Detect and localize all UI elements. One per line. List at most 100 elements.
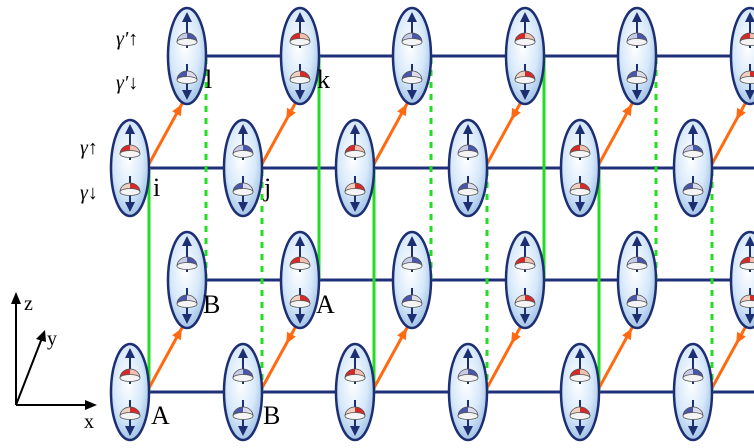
axis-z-label: z	[24, 293, 33, 315]
bond-arrowhead	[511, 331, 521, 344]
dome-outline	[739, 70, 754, 81]
majorana-spin-ellipse-icon	[672, 118, 714, 218]
dome-base	[682, 150, 704, 158]
dome-base	[176, 262, 198, 270]
down-arrow-head	[688, 426, 698, 436]
dome-outline	[682, 182, 704, 193]
dome-outline	[626, 256, 648, 267]
gamma-down-prime-label: γ′↓	[116, 72, 138, 94]
dome-base	[626, 262, 648, 270]
down-arrow-head	[350, 202, 360, 212]
dome-base	[457, 150, 479, 158]
blue-dome-icon	[682, 144, 704, 158]
down-arrow-head	[463, 202, 473, 212]
down-arrow-head	[125, 202, 135, 212]
bond-arrowhead	[172, 104, 182, 117]
down-arrow-head	[745, 314, 754, 324]
up-arrow-head	[182, 12, 192, 22]
dome-base	[289, 38, 311, 46]
bond-arrowhead	[172, 328, 182, 341]
dome-base	[401, 300, 423, 308]
majorana-spin-ellipse-icon	[616, 6, 658, 106]
down-arrow-head	[520, 90, 530, 100]
label-layer: γ′↑ γ′↓ γ↑ γ↓ l k i j B A A B z y x	[11, 28, 335, 433]
bond-arrowhead	[622, 328, 632, 341]
majorana-spin-ellipse-icon	[334, 342, 376, 442]
down-arrow-head	[463, 426, 473, 436]
red-dome-icon	[289, 294, 311, 308]
up-arrow-head	[295, 236, 305, 246]
red-dome-icon	[289, 32, 311, 46]
red-dome-icon	[119, 406, 141, 420]
dome-base	[739, 300, 754, 308]
blue-dome-icon	[626, 256, 648, 270]
dome-outline	[682, 368, 704, 379]
dome-outline	[739, 294, 754, 305]
blue-dome-icon	[626, 294, 648, 308]
red-dome-icon	[739, 70, 754, 84]
red-dome-icon	[289, 70, 311, 84]
gamma-up-prime-label: γ′↑	[116, 28, 138, 50]
dome-outline	[232, 182, 254, 193]
up-arrow-head	[463, 348, 473, 358]
blue-dome-icon	[176, 32, 198, 46]
site-l-label: l	[205, 65, 212, 94]
down-arrow-head	[745, 90, 754, 100]
dome-base	[626, 76, 648, 84]
dome-base	[401, 38, 423, 46]
dome-outline	[289, 256, 311, 267]
red-dome-icon	[119, 368, 141, 382]
dome-outline	[232, 406, 254, 417]
majorana-spin-ellipse-icon	[447, 342, 489, 442]
dome-outline	[176, 70, 198, 81]
dome-outline	[569, 406, 591, 417]
dome-outline	[232, 368, 254, 379]
dome-outline	[682, 144, 704, 155]
up-arrow-head	[407, 236, 417, 246]
down-arrow-head	[350, 426, 360, 436]
dome-base	[232, 374, 254, 382]
red-dome-icon	[514, 256, 536, 270]
down-arrow-head	[182, 314, 192, 324]
majorana-spin-ellipse-icon	[504, 6, 546, 106]
dome-base	[457, 188, 479, 196]
bond-arrowhead	[397, 328, 407, 341]
up-arrow-head	[745, 236, 754, 246]
bond-arrowhead	[622, 104, 632, 117]
dome-base	[344, 374, 366, 382]
dome-outline	[344, 406, 366, 417]
dome-base	[739, 38, 754, 46]
dome-base	[739, 262, 754, 270]
majorana-spin-ellipse-icon	[109, 118, 151, 218]
dome-outline	[739, 256, 754, 267]
blue-dome-icon	[626, 70, 648, 84]
blue-dome-icon	[232, 144, 254, 158]
bond-arrowhead	[736, 107, 746, 120]
up-arrow-head	[575, 124, 585, 134]
blue-dome-icon	[176, 294, 198, 308]
blue-dome-icon	[682, 406, 704, 420]
sublattice-B-lower-label: B	[263, 401, 280, 430]
down-arrow-head	[688, 202, 698, 212]
red-dome-icon	[119, 144, 141, 158]
majorana-spin-ellipse-icon	[334, 118, 376, 218]
blue-dome-icon	[682, 368, 704, 382]
dome-base	[176, 76, 198, 84]
dome-base	[739, 76, 754, 84]
site-i-label: i	[153, 173, 160, 202]
dome-outline	[176, 256, 198, 267]
dome-base	[119, 374, 141, 382]
red-dome-icon	[514, 294, 536, 308]
site-layer	[109, 6, 754, 442]
dome-outline	[626, 70, 648, 81]
dome-outline	[401, 32, 423, 43]
red-dome-icon	[119, 182, 141, 196]
dome-base	[626, 38, 648, 46]
blue-dome-icon	[457, 144, 479, 158]
dome-base	[289, 262, 311, 270]
dome-base	[119, 150, 141, 158]
majorana-spin-ellipse-icon	[559, 118, 601, 218]
red-dome-icon	[739, 32, 754, 46]
down-arrow-head	[632, 90, 642, 100]
dome-base	[569, 412, 591, 420]
